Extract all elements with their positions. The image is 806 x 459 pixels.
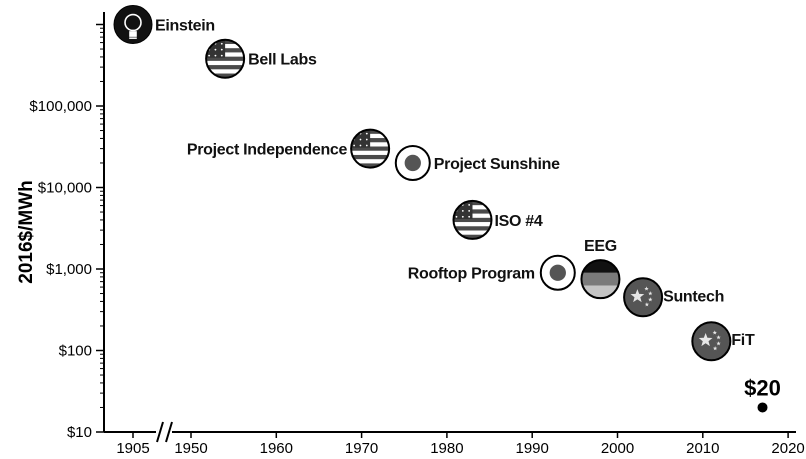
y-tick-label: $100,000 (29, 98, 92, 115)
point-label: Rooftop Program (408, 266, 535, 283)
axis-break-mark (156, 421, 164, 443)
x-tick-label: 1990 (516, 440, 549, 457)
y-tick-label: $10 (67, 424, 92, 441)
axis-break-mark (165, 421, 173, 443)
y-axis-title: 2016$/MWh (16, 180, 37, 283)
point-label: FiT (731, 332, 755, 349)
point-label: $20 (744, 375, 781, 400)
data-point: Project Independence (187, 128, 391, 169)
point-label: Project Sunshine (434, 156, 560, 173)
point-label: EEG (584, 238, 617, 255)
japan-sun-icon (394, 144, 431, 181)
china-flag-icon (691, 321, 732, 362)
point-label: Bell Labs (248, 52, 317, 69)
axes: $10 $100 $1,000 $10,000 $100,000 1905 1950 1960… (29, 12, 805, 457)
x-tick-label: 2000 (601, 440, 634, 457)
point-marker (757, 402, 768, 413)
us-flag-icon (205, 38, 246, 79)
data-point: Einstein (113, 5, 215, 44)
y-tick-label: $1,000 (46, 261, 92, 278)
data-point: $20 (744, 375, 781, 413)
data-point: Project Sunshine (394, 144, 560, 181)
y-tick-label: $10,000 (38, 180, 92, 197)
data-point: Bell Labs (205, 38, 317, 79)
x-tick-label: 1950 (174, 440, 207, 457)
china-flag-icon (623, 277, 664, 318)
point-label: Suntech (663, 288, 724, 305)
germany-flag-icon (580, 259, 621, 300)
x-tick-label: 1905 (116, 440, 149, 457)
us-flag-icon (452, 199, 493, 240)
x-tick-label: 1970 (345, 440, 378, 457)
lightbulb-icon (113, 5, 153, 44)
x-tick-label: 1980 (430, 440, 463, 457)
japan-sun-icon (539, 254, 576, 291)
data-point: Rooftop Program (408, 254, 576, 291)
data-point: Suntech (623, 277, 724, 318)
point-label: Project Independence (187, 142, 348, 159)
x-tick-label: 2020 (771, 440, 804, 457)
x-tick-label: 1960 (260, 440, 293, 457)
point-label: ISO #4 (494, 213, 542, 230)
data-points: Einstein Bell Labs Project Independence Pro… (113, 5, 781, 413)
y-tick-label: $100 (59, 343, 92, 360)
data-point: ISO #4 (452, 199, 543, 240)
data-point: FiT (691, 321, 755, 362)
us-flag-icon (350, 128, 391, 169)
data-point: EEG (580, 238, 621, 300)
point-label: Einstein (155, 18, 215, 35)
x-tick-label: 2010 (686, 440, 719, 457)
